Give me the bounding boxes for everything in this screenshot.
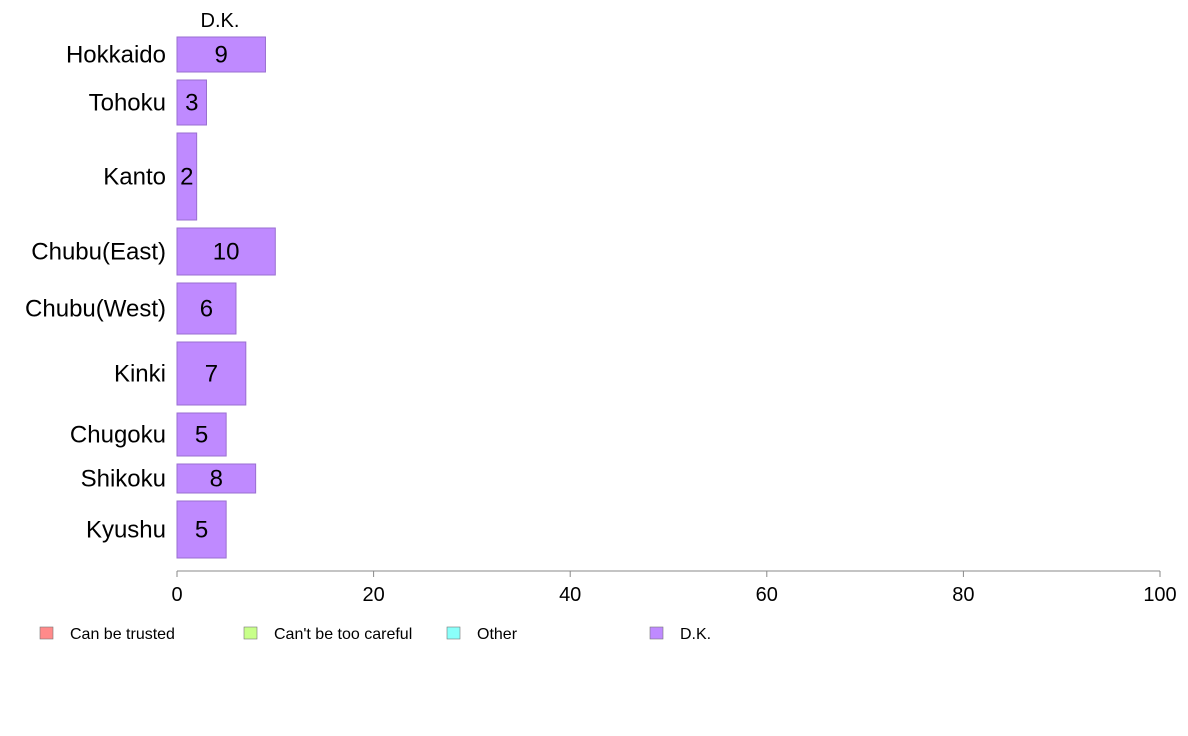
legend-swatch-d-k <box>649 626 664 640</box>
value-label-kinki: 7 <box>205 361 218 388</box>
bar-d-k-kyushu <box>176 500 227 559</box>
legend-swatch-can-be-trusted <box>39 626 54 640</box>
legend-label-d-k: D.K. <box>680 626 711 643</box>
category-label-shikoku: Shikoku <box>81 466 166 493</box>
bar-d-k-kanto <box>176 132 198 221</box>
value-labels: 93 2 10 6 7 585 <box>180 42 239 544</box>
legend-label-other: Other <box>477 626 518 643</box>
bar-d-k-chugoku <box>176 412 227 457</box>
category-label-hokkaido: Hokkaido <box>66 42 166 69</box>
value-label-kyushu: 5 <box>195 517 208 544</box>
category-label-kyushu: Kyushu <box>86 517 166 544</box>
value-label-chubu-west: 6 <box>200 296 213 323</box>
category-label-chubu-east: Chubu(East) <box>31 239 166 266</box>
value-label-chugoku: 5 <box>195 422 208 449</box>
bars <box>176 36 276 559</box>
category-label-chugoku: Chugoku <box>70 422 166 449</box>
legend-swatch-other <box>446 626 461 640</box>
x-tick-label: 20 <box>362 584 384 606</box>
x-tick-label: 100 <box>1143 584 1176 606</box>
value-label-shikoku: 8 <box>210 466 223 493</box>
x-axis: 0 20 40 60 80 100 <box>171 570 1177 606</box>
x-tick-label: 60 <box>756 584 778 606</box>
x-tick-label: 80 <box>952 584 974 606</box>
bar-d-k-shikoku <box>176 463 257 494</box>
category-label-kanto: Kanto <box>103 164 166 191</box>
category-label-chubu-west: Chubu(West) <box>25 296 166 323</box>
category-label-kinki: Kinki <box>114 361 166 388</box>
value-label-hokkaido: 9 <box>215 42 228 69</box>
series-header-label: D.K. <box>201 10 240 32</box>
bar-d-k-tohoku <box>176 79 207 126</box>
value-label-kanto: 2 <box>180 164 193 191</box>
category-label-tohoku: Tohoku <box>89 90 166 117</box>
x-tick-label: 0 <box>171 584 182 606</box>
bar-d-k-kinki <box>176 341 247 406</box>
legend-label-can-t-be-too-careful: Can't be too careful <box>274 626 412 643</box>
category-labels: Hokkaido Tohoku Kanto Chubu(East) Chubu(West… <box>25 42 166 544</box>
legend-swatch-can-t-be-too-careful <box>243 626 258 640</box>
legend: Can be trusted Can't be too careful Other D… <box>39 626 711 643</box>
bar-d-k-hokkaido <box>176 36 266 73</box>
bar-d-k-chubu-east <box>176 227 276 276</box>
legend-label-can-be-trusted: Can be trusted <box>70 626 175 643</box>
value-label-chubu-east: 10 <box>213 239 240 266</box>
value-label-tohoku: 3 <box>185 90 198 117</box>
x-tick-label: 40 <box>559 584 581 606</box>
bar-d-k-chubu-west <box>176 282 237 335</box>
